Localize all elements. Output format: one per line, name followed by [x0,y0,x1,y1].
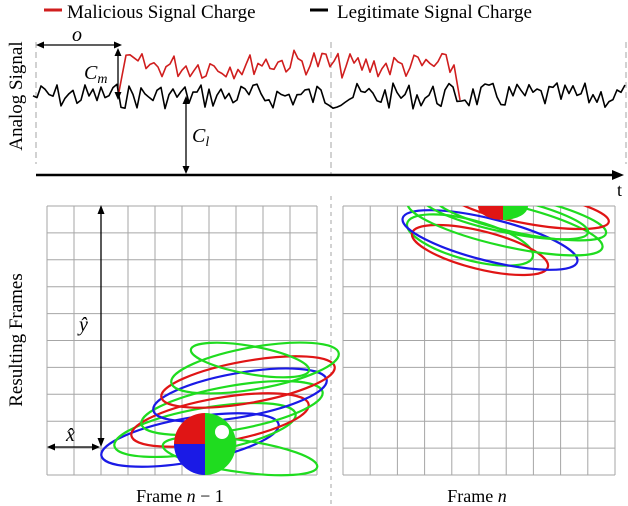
yhat-arrowhead-bottom [97,438,105,447]
ellipse-green [432,206,608,242]
pixel-red [478,206,503,220]
ellipse-blue [401,209,579,271]
signal-panel: Analog Signal t o Cm Cl [6,24,627,200]
frame-curr-caption: Frame n [447,486,506,506]
ellipse-green [189,341,311,379]
ellipse-green [170,341,340,395]
xhat-arrowhead-left [47,443,55,451]
ellipse-red [410,223,550,277]
highlight-dot [215,425,229,439]
cl-arrowhead-bottom [182,166,190,174]
cm-arrowhead-top [114,48,122,56]
frame-curr-charge-ellipses [401,206,610,277]
frame-prev: ŷ x̂ Frame n − 1 [46,205,340,506]
frame-curr: Frame n [342,205,616,506]
time-axis-label: t [617,180,622,200]
cm-arrowhead-bottom [114,92,122,100]
pixel-green [205,444,236,475]
frames-y-label: Resulting Frames [6,273,27,407]
time-axis-arrowhead [612,170,624,180]
xhat-symbol: x̂ [65,424,75,446]
legend-legitimate-label: Legitimate Signal Charge [337,2,532,23]
frame-prev-caption: Frame n − 1 [136,486,224,506]
frames-panel: Resulting Frames [6,205,616,506]
offset-arrowhead-left [36,41,44,49]
frame-curr-grid [342,205,616,476]
ellipse-blue [152,367,328,423]
ellipse-green [406,206,604,257]
malicious-signal-trace [117,49,461,101]
ellipse-green [161,435,319,477]
cm-symbol: Cm [84,62,107,87]
legend: Malicious Signal Charge Legitimate Signa… [44,2,532,23]
cl-arrowhead-top [182,96,190,104]
ellipse-red [450,206,610,231]
pixel-red [174,413,205,444]
ellipse-green [140,379,324,437]
yhat-symbol: ŷ [77,314,88,336]
ellipse-red [160,355,336,409]
signal-y-label: Analog Signal [6,41,27,150]
offset-symbol: o [72,24,82,46]
ellipse-green [420,206,590,241]
legitimate-signal-trace [32,82,626,110]
xhat-arrowhead-right [92,443,100,451]
offset-arrowhead-right [114,41,122,49]
yhat-arrowhead-top [97,205,105,214]
legend-malicious-label: Malicious Signal Charge [67,2,256,23]
cl-symbol: Cl [192,125,209,150]
pixel-blue [174,444,205,475]
pixel-quad [174,413,236,475]
pixel-green [503,206,528,220]
